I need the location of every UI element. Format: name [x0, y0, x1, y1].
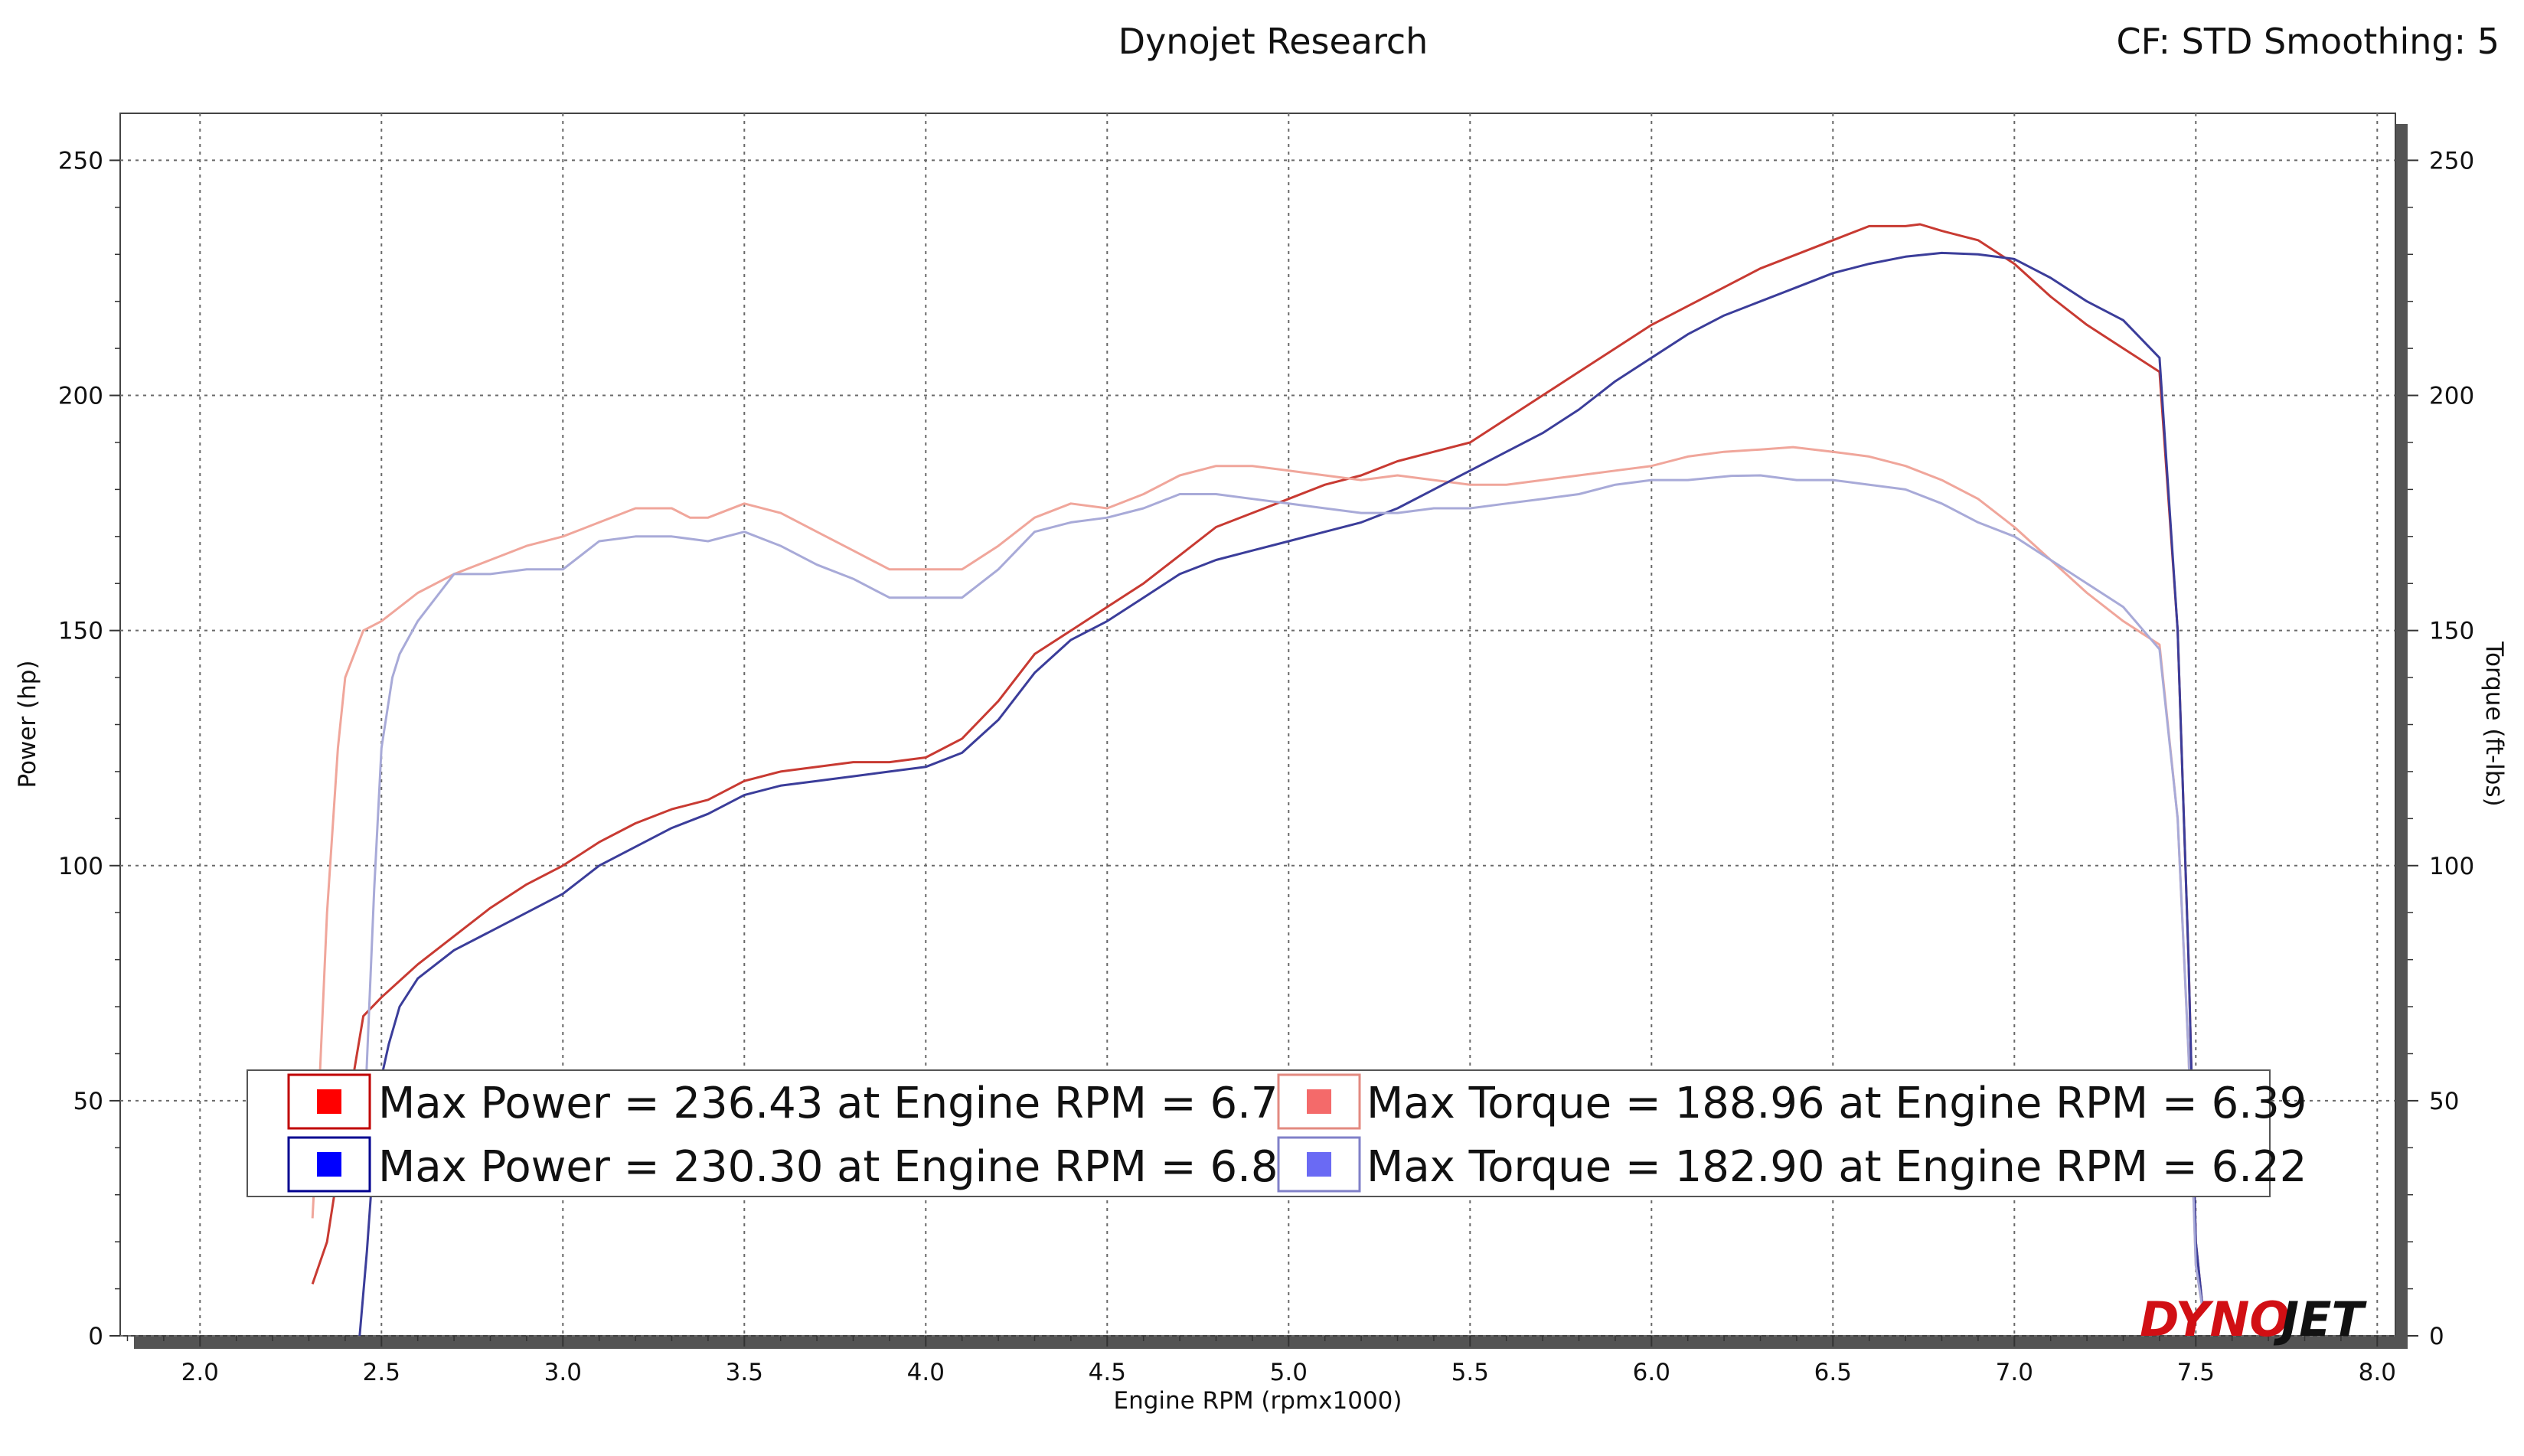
- chart-title: Dynojet Research: [1118, 21, 1429, 62]
- x-axis-label: Engine RPM (rpmx1000): [1114, 1387, 1402, 1415]
- legend-swatch-power-red: [317, 1089, 341, 1114]
- y-tick-label-right: 250: [2429, 147, 2474, 175]
- y-tick-label-right: 150: [2429, 618, 2474, 645]
- series-line-power-red: [311, 223, 2205, 1313]
- y-tick-label-left: 200: [58, 383, 103, 410]
- y-tick-label-left: 250: [58, 147, 103, 175]
- x-tick-label: 6.5: [1814, 1359, 1852, 1386]
- y-tick-label-right: 0: [2429, 1323, 2444, 1350]
- legend-label: Max Power = 230.30 at Engine RPM = 6.80: [378, 1142, 1305, 1192]
- x-tick-label: 5.5: [1451, 1359, 1489, 1386]
- legend: Max Power = 236.43 at Engine RPM = 6.74 …: [247, 1069, 2307, 1197]
- legend-entry-power-blue: Max Power = 230.30 at Engine RPM = 6.80: [287, 1136, 1305, 1193]
- legend-swatch-torque-red: [1307, 1089, 1331, 1114]
- series-line-power-blue: [358, 251, 2205, 1337]
- series-line-torque-red: [311, 446, 2205, 1313]
- x-tick-label: 3.5: [726, 1359, 763, 1386]
- axis-ticks: 2.0 2.5 3.0 3.5 4.0 4.5 5.0 5.5 6.0 6.5 7.0 7.5 8.0 0…: [58, 147, 2474, 1386]
- x-tick-label: 4.5: [1089, 1359, 1126, 1386]
- legend-swatch-power-blue: [317, 1152, 341, 1177]
- y-tick-label-left: 50: [73, 1088, 103, 1115]
- legend-label: Max Power = 236.43 at Engine RPM = 6.74: [378, 1079, 1305, 1128]
- x-tick-label: 4.0: [907, 1359, 945, 1386]
- x-tick-label: 8.0: [2359, 1359, 2396, 1386]
- legend-label: Max Torque = 188.96 at Engine RPM = 6.39: [1366, 1079, 2307, 1128]
- y-tick-label-left: 0: [88, 1323, 103, 1350]
- logo-dyno: DYNO: [2140, 1291, 2290, 1347]
- x-tick-label: 7.5: [2177, 1359, 2215, 1386]
- y-tick-label-left: 150: [58, 618, 103, 645]
- legend-label: Max Torque = 182.90 at Engine RPM = 6.22: [1366, 1142, 2307, 1192]
- series-line-torque-blue: [362, 474, 2205, 1313]
- y-axis-right-label: Torque (ft-lbs): [2480, 641, 2508, 806]
- legend-swatch-torque-blue: [1307, 1152, 1331, 1177]
- logo-jet: JET: [2273, 1291, 2367, 1347]
- y-axis-left-label: Power (hp): [14, 660, 41, 788]
- y-tick-label-left: 100: [58, 853, 103, 880]
- y-tick-label-right: 50: [2429, 1088, 2459, 1115]
- y-tick-label-right: 100: [2429, 853, 2474, 880]
- plot-shadow-bottom: [134, 1336, 2408, 1349]
- x-tick-label: 2.0: [181, 1359, 219, 1386]
- legend-entry-torque-blue: Max Torque = 182.90 at Engine RPM = 6.22: [1277, 1136, 2307, 1193]
- plot-shadow-right: [2395, 124, 2408, 1349]
- dynojet-logo: DYNO JET: [2140, 1291, 2367, 1347]
- legend-entry-torque-red: Max Torque = 188.96 at Engine RPM = 6.39: [1277, 1073, 2307, 1130]
- series-group: [311, 223, 2205, 1337]
- x-tick-label: 6.0: [1633, 1359, 1670, 1386]
- x-tick-label: 5.0: [1270, 1359, 1308, 1386]
- legend-box: [247, 1069, 2271, 1197]
- x-tick-label: 3.0: [544, 1359, 582, 1386]
- chart-settings: CF: STD Smoothing: 5: [2117, 21, 2500, 62]
- x-tick-label: 7.0: [1996, 1359, 2033, 1386]
- legend-entry-power-red: Max Power = 236.43 at Engine RPM = 6.74: [287, 1073, 1305, 1130]
- y-tick-label-right: 200: [2429, 383, 2474, 410]
- x-tick-label: 2.5: [363, 1359, 400, 1386]
